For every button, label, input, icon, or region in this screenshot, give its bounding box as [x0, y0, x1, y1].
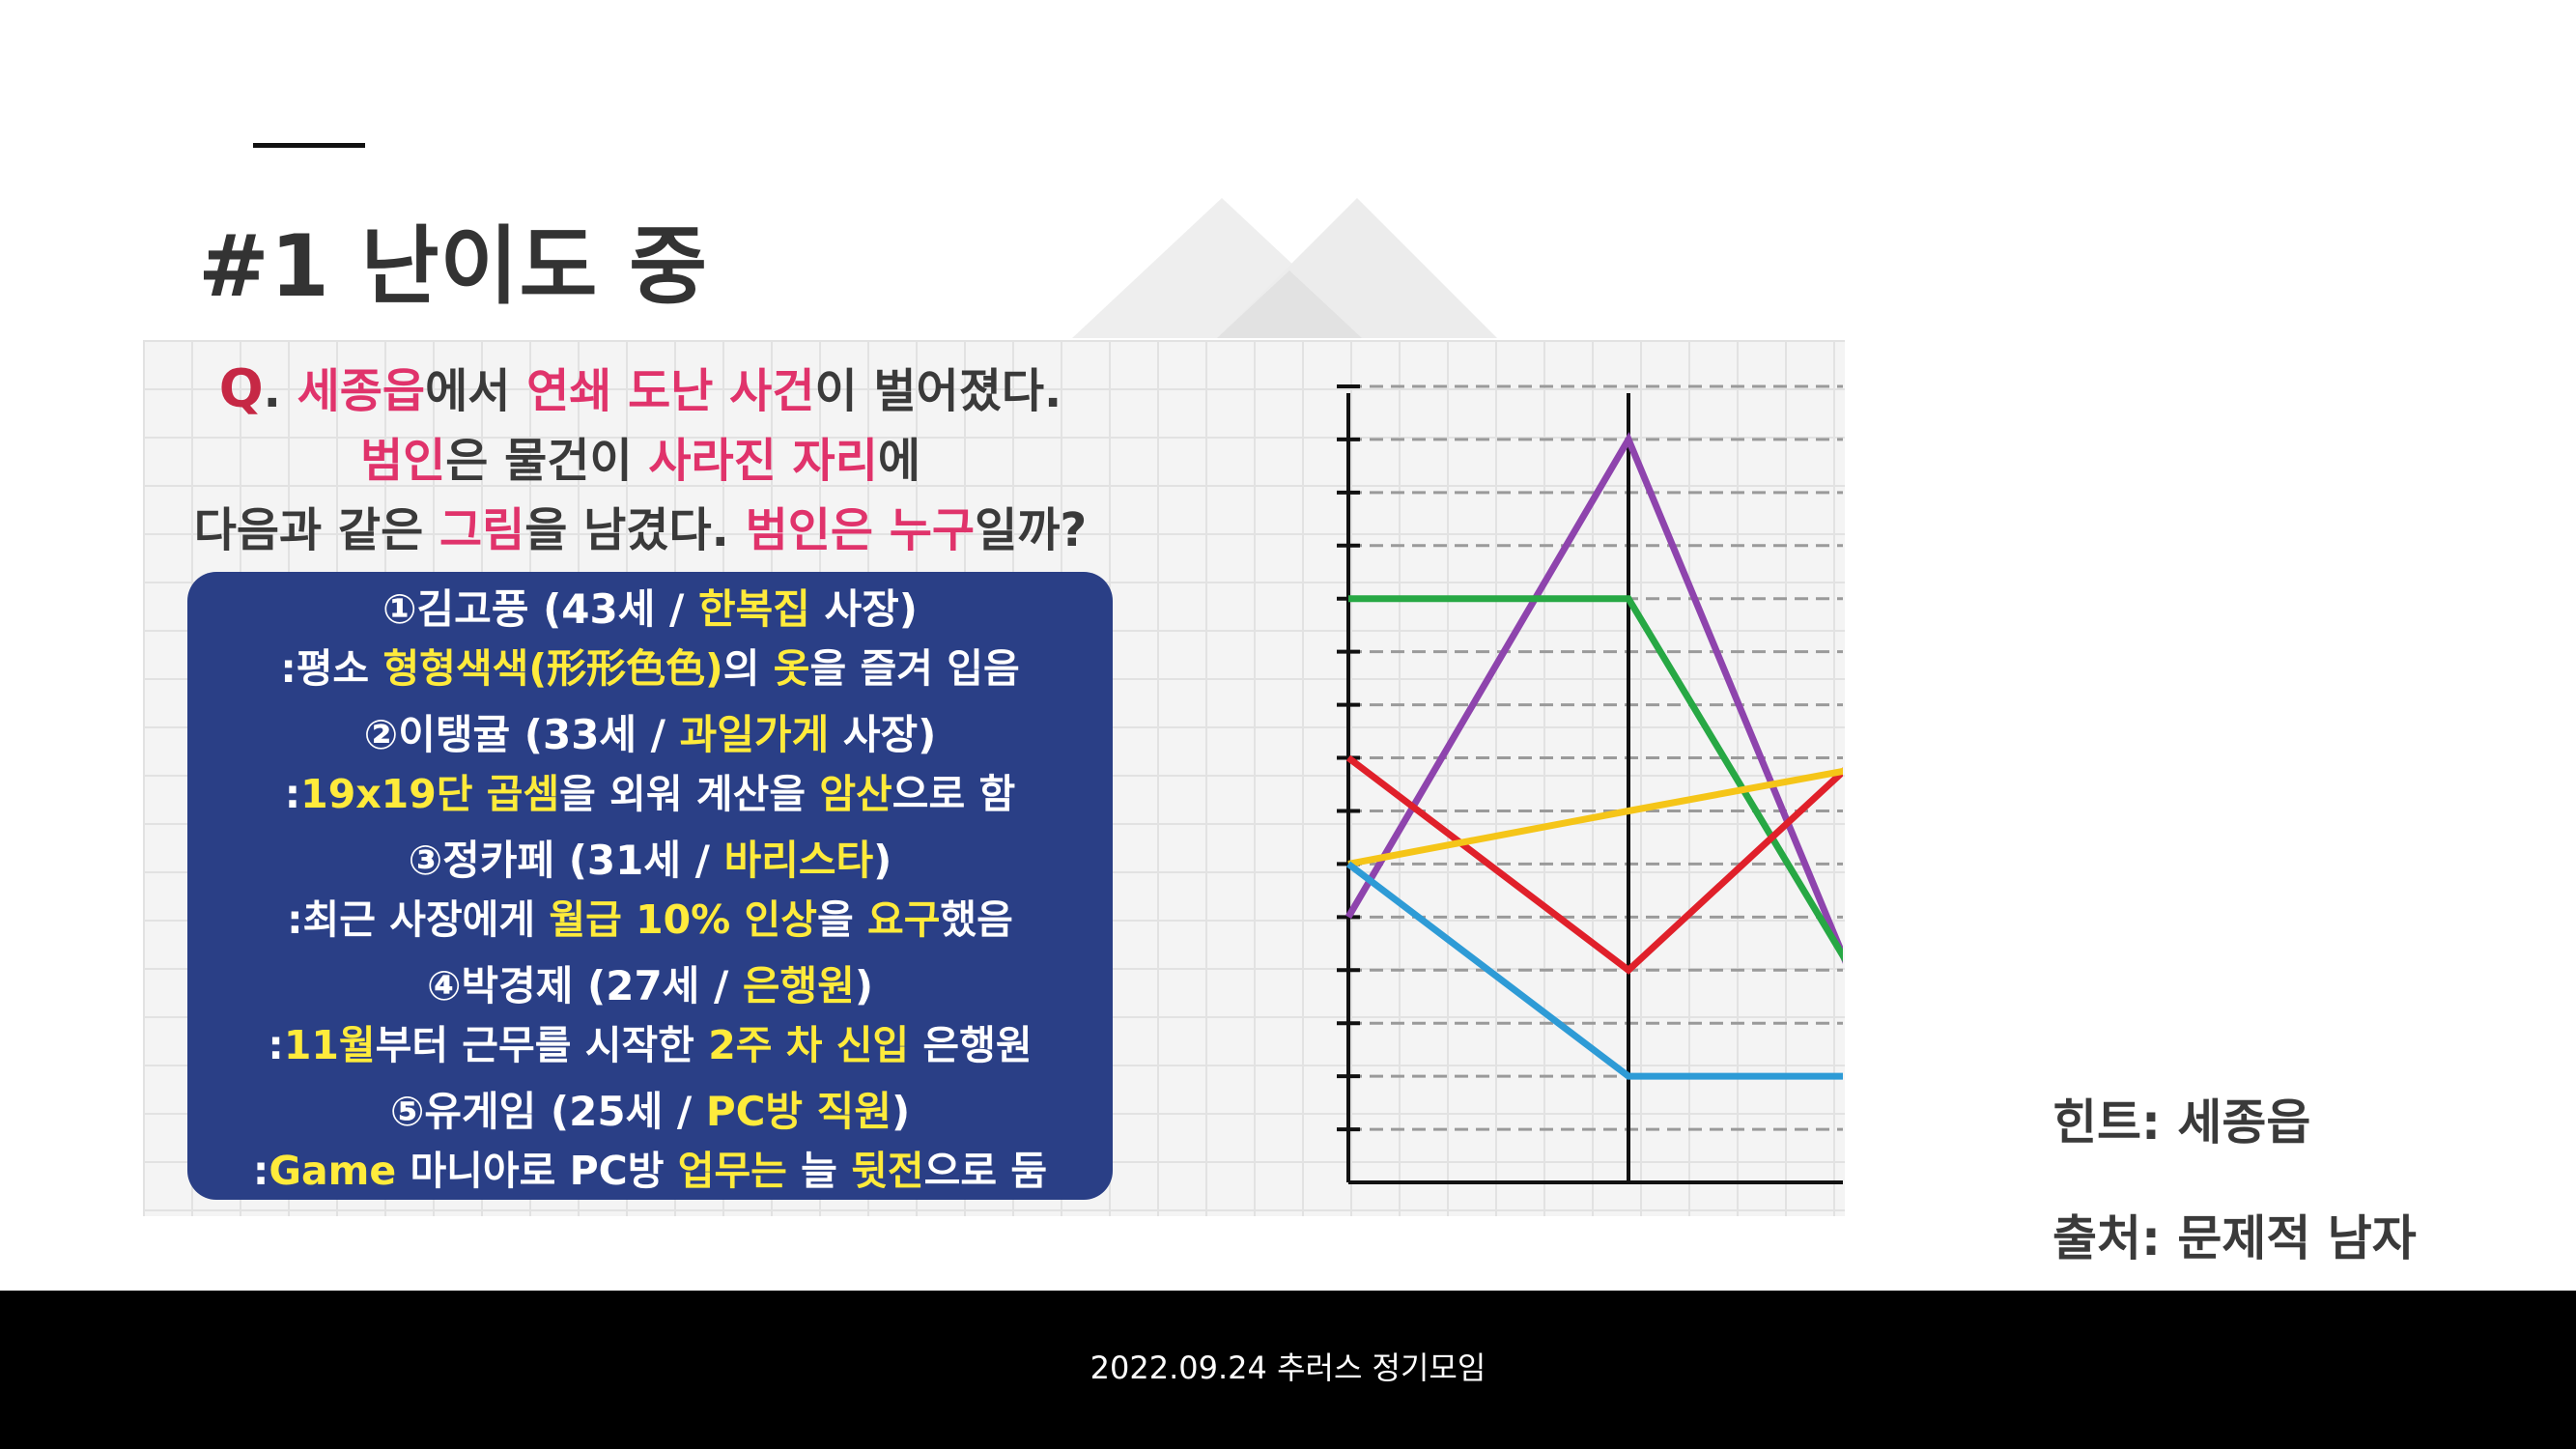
text-segment: ④박경제 (27세 / [426, 962, 743, 1009]
text-segment: 의 [722, 645, 774, 692]
footer-text: 2022.09.24 추러스 정기모임 [1090, 1350, 1486, 1386]
question-line-3: 다음과 같은 그림을 남겼다. 범인은 누구일까? [143, 496, 1138, 565]
text-segment: 을 즐겨 입음 [809, 645, 1020, 692]
text-segment: ) [854, 962, 874, 1009]
suspects-panel: ①김고풍 (43세 / 한복집 사장) :평소 형형색색(形形色色)의 옷을 즐… [187, 572, 1113, 1200]
suspect-name: ④박경제 (27세 / 은행원) [187, 949, 1113, 1016]
text-segment: 사라진 자리 [648, 434, 878, 488]
text-segment: 뒷전 [851, 1148, 924, 1194]
suspect-description: :Game 마니아로 PC방 업무는 늘 뒷전으로 둠 [187, 1142, 1113, 1200]
series-line-4 [1347, 767, 1843, 867]
suspect-description: :평소 형형색색(形形色色)의 옷을 즐겨 입음 [187, 639, 1113, 697]
text-segment: ⑤유게임 (25세 / [389, 1088, 706, 1135]
text-segment: 월급 10% 인상 [549, 896, 817, 943]
suspect-name: ②이탱귤 (33세 / 과일가게 사장) [187, 697, 1113, 765]
text-segment: 사장) [829, 711, 937, 758]
text-segment: 은행원 [909, 1022, 1033, 1068]
question-line-1: Q. 세종읍에서 연쇄 도난 사건이 벌어졌다. [143, 355, 1138, 426]
text-segment: 을 외워 계산을 [559, 771, 820, 817]
suspect-name: ⑤유게임 (25세 / PC방 직원) [187, 1074, 1113, 1142]
text-segment: 그림 [439, 503, 525, 557]
series-line-5 [1345, 861, 1843, 1080]
text-segment: 마니아로 PC방 [396, 1148, 678, 1194]
suspect-description: :11월부터 근무를 시작한 2주 차 신입 은행원 [187, 1016, 1113, 1074]
text-segment: ②이탱귤 (33세 / [363, 711, 680, 758]
text-segment: 으로 둠 [923, 1148, 1048, 1194]
series-line-3 [1345, 754, 1843, 975]
text-segment: 은행원 [742, 962, 855, 1009]
text-segment: : [252, 1148, 269, 1194]
suspect-5: ⑤유게임 (25세 / PC방 직원) :Game 마니아로 PC방 업무는 늘… [187, 1074, 1113, 1200]
text-segment: 에 [877, 434, 921, 488]
text-segment: 범인은 누구 [745, 503, 976, 557]
text-segment: 으로 함 [892, 771, 1016, 817]
text-segment: 다음과 같은 [193, 503, 439, 557]
series-line-2 [1348, 595, 1843, 963]
footer-bar: 2022.09.24 추러스 정기모임 [0, 1291, 2576, 1449]
suspect-description: :19x19단 곱셈을 외워 계산을 암산으로 함 [187, 765, 1113, 823]
text-segment: 바리스타 [723, 837, 874, 884]
text-segment: 업무는 [677, 1148, 787, 1194]
text-segment: 은 물건이 [445, 434, 649, 488]
text-segment: 암산 [819, 771, 892, 817]
text-segment: 에서 [425, 364, 527, 418]
text-segment: 요구 [866, 896, 941, 943]
clue-line-chart [1337, 384, 1843, 1184]
suspect-1: ①김고풍 (43세 / 한복집 사장) :평소 형형색색(形形色色)의 옷을 즐… [187, 572, 1113, 697]
text-segment: 한복집 [697, 585, 810, 633]
mountain-decoration [1072, 198, 1497, 338]
text-segment: 사장) [809, 585, 919, 633]
text-segment: 형형색색(形形色色) [382, 645, 723, 692]
text-segment: 2주 차 신입 [708, 1022, 910, 1068]
question-line-2: 범인은 물건이 사라진 자리에 [143, 426, 1138, 496]
text-segment: :최근 사장에게 [287, 896, 550, 943]
hint-text: 힌트: 세종읍 [2052, 1094, 2311, 1151]
text-segment: ③정카페 (31세 / [408, 837, 724, 884]
text-segment: : [284, 771, 301, 817]
question-mark: Q [218, 358, 264, 419]
text-segment: 과일가게 [679, 711, 830, 758]
suspect-name: ③정카페 (31세 / 바리스타) [187, 823, 1113, 891]
suspect-name: ①김고풍 (43세 / 한복집 사장) [187, 572, 1113, 639]
text-segment: ①김고풍 (43세 / [382, 585, 698, 633]
text-segment: PC방 직원 [705, 1088, 892, 1135]
question-text: Q. 세종읍에서 연쇄 도난 사건이 벌어졌다. 범인은 물건이 사라진 자리에… [143, 355, 1138, 565]
text-segment: . [263, 364, 297, 418]
text-segment: 범인 [359, 434, 446, 488]
text-segment: 부터 근무를 시작한 [375, 1022, 709, 1068]
suspect-3: ③정카페 (31세 / 바리스타) :최근 사장에게 월급 10% 인상을 요구… [187, 823, 1113, 949]
text-segment: 늘 [786, 1148, 852, 1194]
source-text: 출처: 문제적 남자 [2052, 1210, 2417, 1266]
text-segment: 했음 [940, 896, 1013, 943]
suspect-4: ④박경제 (27세 / 은행원) :11월부터 근무를 시작한 2주 차 신입 … [187, 949, 1113, 1074]
text-segment: 19x19단 곱셈 [300, 771, 560, 817]
text-segment: 11월 [283, 1022, 376, 1068]
text-segment: 을 남겼다. [524, 503, 746, 557]
text-segment: ) [891, 1088, 911, 1135]
puzzle-image: Q. 세종읍에서 연쇄 도난 사건이 벌어졌다. 범인은 물건이 사라진 자리에… [143, 340, 1845, 1216]
text-segment: 을 [816, 896, 867, 943]
text-segment: 이 벌어졌다. [814, 364, 1062, 418]
suspect-2: ②이탱귤 (33세 / 과일가게 사장) :19x19단 곱셈을 외워 계산을 … [187, 697, 1113, 823]
text-segment: 일까? [975, 503, 1088, 557]
text-segment: :평소 [280, 645, 383, 692]
suspect-description: :최근 사장에게 월급 10% 인상을 요구했음 [187, 891, 1113, 949]
text-segment: 세종읍 [297, 364, 426, 418]
text-segment: Game [269, 1148, 397, 1194]
text-segment: 옷 [773, 645, 810, 692]
slide-title: #1 난이도 중 [198, 216, 709, 316]
series-line-1 [1345, 432, 1843, 964]
title-accent-line [253, 143, 365, 148]
text-segment: : [268, 1022, 284, 1068]
text-segment: ) [873, 837, 892, 884]
text-segment: 연쇄 도난 사건 [526, 364, 815, 418]
